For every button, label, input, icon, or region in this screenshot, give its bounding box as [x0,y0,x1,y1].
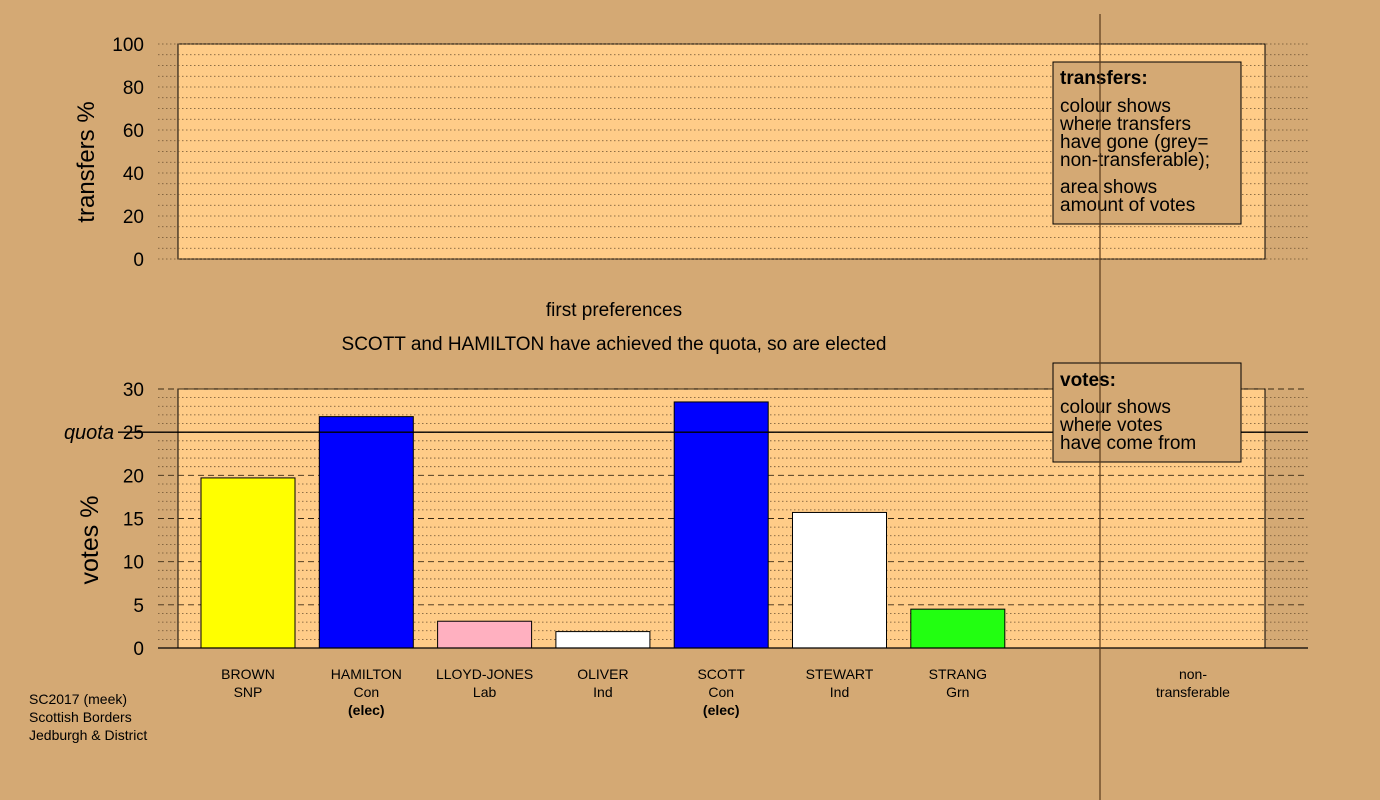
bar-scott [673,401,769,649]
chart-title: first preferences [546,300,682,321]
votes-y-axis-label: votes % [76,496,104,585]
transfers-legend: transfers: colour shows where transfers … [1052,61,1242,225]
votes-legend-title: votes: [1060,370,1116,391]
votes-y-tick-label: 10 [123,553,144,574]
footer-line: Scottish Borders [29,709,132,725]
transfers-legend-line: area shows [1060,177,1157,198]
category-party-label: Con [353,684,379,700]
quota-label: quota [64,422,114,444]
transfers-y-tick-label: 60 [123,121,144,142]
transfers-legend-line: amount of votes [1060,195,1195,216]
footer-line: SC2017 (meek) [29,691,127,707]
category-name-label: SCOTT [697,666,745,682]
category-party-label: Ind [830,684,849,700]
transfers-legend-box [1052,61,1242,225]
transfers-panel: 0 20 40 60 80 100 transfers % transfers: colo… [73,35,1308,271]
category-name-label: BROWN [221,666,275,682]
category-party-label: Lab [473,684,497,700]
category-party-label: Ind [593,684,612,700]
votes-y-tick-label: 20 [123,466,144,487]
transfers-legend-line: colour shows [1060,96,1171,117]
transfers-legend-line: non-transferable); [1060,150,1210,171]
transfers-y-tick-label: 40 [123,164,144,185]
bar-lloyd-jones [437,620,533,649]
transfers-y-ticks: 0 20 40 60 80 100 [112,35,144,271]
bar-hamilton [318,416,414,649]
category-status-label: (elec) [348,702,385,718]
votes-y-tick-label: 25 [123,423,144,444]
votes-y-tick-label: 30 [123,380,144,401]
transfers-legend-title: transfers: [1060,68,1148,89]
category-name-label: STRANG [929,666,987,682]
category-party-label: Grn [946,684,969,700]
footer-line: Jedburgh & District [29,727,147,743]
votes-y-tick-label: 15 [123,510,144,531]
category-name-label: STEWART [806,666,874,682]
chart-subtitle: SCOTT and HAMILTON have achieved the quo… [342,334,887,355]
votes-legend-box [1052,362,1242,463]
votes-legend-line: where votes [1059,415,1162,436]
transfers-legend-line: where transfers [1059,114,1191,135]
transfers-y-tick-label: 100 [112,35,144,56]
category-labels: BROWN SNP HAMILTON Con (elec) LLOYD-JONES Lab O… [221,666,987,718]
bar-stewart [792,511,887,649]
category-status-label: (elec) [703,702,740,718]
votes-legend-line: colour shows [1060,397,1171,418]
category-name-label: HAMILTON [331,666,402,682]
votes-bars [200,401,1006,649]
non-transferable-label: transferable [1156,684,1230,700]
transfers-y-tick-label: 20 [123,207,144,228]
votes-panel: 0 5 10 15 20 25 30 quota votes % votes: colour… [64,362,1308,718]
category-name-label: OLIVER [577,666,628,682]
non-transferable-label: non- [1179,666,1207,682]
votes-y-tick-label: 0 [133,639,144,660]
transfers-legend-line: have gone (grey= [1060,132,1208,153]
votes-legend-line: have come from [1060,433,1196,454]
transfers-y-tick-label: 80 [123,78,144,99]
bar-strang [910,608,1006,649]
bar-brown [200,477,296,649]
votes-y-tick-label: 5 [133,596,144,617]
transfers-y-tick-label: 0 [133,250,144,271]
category-name-label: LLOYD-JONES [436,666,533,682]
votes-y-ticks: 0 5 10 15 20 25 30 [123,380,144,660]
transfers-y-axis-label: transfers % [73,101,100,222]
category-party-label: SNP [234,684,263,700]
votes-legend: votes: colour shows where votes have com… [1052,362,1242,463]
bar-oliver [555,631,651,649]
category-party-label: Con [708,684,734,700]
